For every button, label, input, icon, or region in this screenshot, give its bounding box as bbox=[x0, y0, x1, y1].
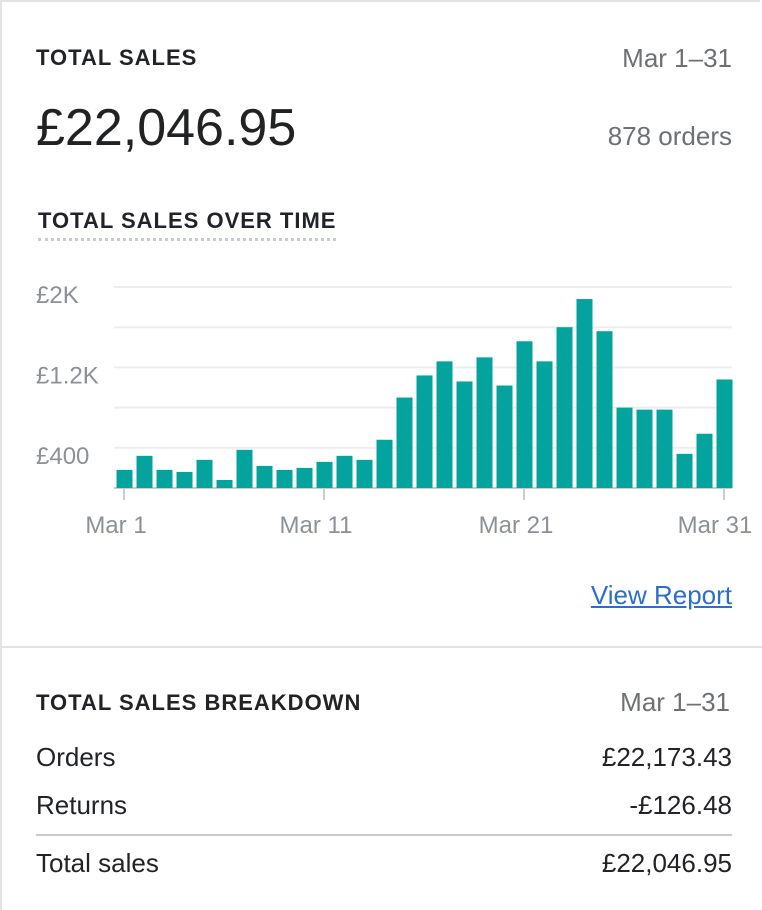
breakdown-row-label: Orders bbox=[36, 742, 116, 772]
breakdown-total-value: £22,046.95 bbox=[601, 848, 732, 878]
view-report-link[interactable]: View Report bbox=[590, 580, 732, 610]
x-tick-label: Mar 1 bbox=[85, 512, 146, 539]
total-sales-card: TOTAL SALES Mar 1–31 £22,046.95 878 orde… bbox=[2, 2, 762, 648]
chart-bar[interactable] bbox=[196, 459, 213, 488]
total-sales-amount: £22,046.95 bbox=[36, 99, 297, 157]
chart-bar[interactable] bbox=[296, 467, 313, 488]
chart-bar[interactable] bbox=[396, 397, 413, 488]
chart-bar[interactable] bbox=[496, 385, 513, 488]
chart-bar[interactable] bbox=[236, 449, 253, 488]
chart-bar[interactable] bbox=[636, 409, 653, 488]
breakdown-row-value: £22,173.43 bbox=[601, 742, 732, 772]
chart-bar[interactable] bbox=[556, 327, 573, 488]
total-sales-order-count: 878 orders bbox=[607, 121, 732, 151]
chart-bar[interactable] bbox=[176, 471, 193, 488]
sales-over-time-chart: £400 £1.2K £2K Mar 1 Mar 11 Mar 21 Mar 31 bbox=[36, 282, 753, 539]
chart-bar[interactable] bbox=[716, 379, 733, 488]
breakdown-divider bbox=[36, 834, 732, 836]
chart-bar[interactable] bbox=[476, 357, 493, 488]
chart-bar[interactable] bbox=[156, 469, 173, 488]
breakdown-row-returns: Returns -£126.48 bbox=[36, 790, 732, 830]
breakdown-row-total: Total sales £22,046.95 bbox=[36, 848, 732, 888]
chart-bar[interactable] bbox=[316, 461, 333, 488]
sales-breakdown-date-range: Mar 1–31 bbox=[620, 687, 730, 717]
x-tick-label: Mar 21 bbox=[479, 512, 554, 539]
chart-bar[interactable] bbox=[136, 455, 153, 488]
chart-bar[interactable] bbox=[516, 341, 533, 488]
chart-bar[interactable] bbox=[596, 331, 613, 488]
chart-bar[interactable] bbox=[576, 299, 593, 488]
x-tick-label: Mar 11 bbox=[280, 512, 353, 539]
chart-bar[interactable] bbox=[256, 465, 273, 488]
y-tick-label: £1.2K bbox=[36, 362, 99, 389]
breakdown-row-orders: Orders £22,173.43 bbox=[36, 742, 732, 782]
chart-bar[interactable] bbox=[376, 439, 393, 488]
total-sales-title: TOTAL SALES bbox=[36, 45, 198, 70]
y-tick-label: £2K bbox=[36, 282, 79, 309]
chart-bar[interactable] bbox=[416, 375, 433, 488]
chart-bar[interactable] bbox=[456, 381, 473, 488]
chart-bar[interactable] bbox=[356, 459, 373, 488]
y-tick-label: £400 bbox=[36, 443, 89, 470]
chart-bar[interactable] bbox=[676, 453, 693, 488]
breakdown-row-label: Returns bbox=[36, 790, 128, 820]
chart-bar[interactable] bbox=[336, 455, 353, 488]
chart-bar[interactable] bbox=[616, 407, 633, 488]
sales-over-time-title[interactable]: TOTAL SALES OVER TIME bbox=[38, 208, 337, 241]
x-tick-label: Mar 31 bbox=[678, 512, 753, 539]
total-sales-date-range: Mar 1–31 bbox=[622, 43, 732, 73]
sales-breakdown-title: TOTAL SALES BREAKDOWN bbox=[36, 690, 362, 715]
chart-bar[interactable] bbox=[656, 409, 673, 488]
breakdown-row-value: -£126.48 bbox=[629, 790, 732, 820]
chart-bar[interactable] bbox=[116, 469, 133, 488]
chart-bar[interactable] bbox=[276, 469, 293, 488]
breakdown-total-label: Total sales bbox=[36, 848, 159, 878]
chart-bar[interactable] bbox=[216, 479, 233, 488]
chart-bar[interactable] bbox=[436, 361, 453, 488]
chart-bar[interactable] bbox=[536, 361, 553, 488]
chart-bar[interactable] bbox=[696, 433, 713, 488]
